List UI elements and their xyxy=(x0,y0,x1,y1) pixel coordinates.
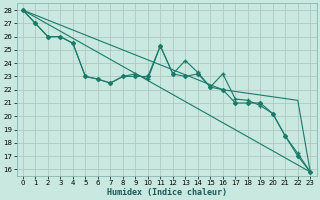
X-axis label: Humidex (Indice chaleur): Humidex (Indice chaleur) xyxy=(107,188,227,197)
